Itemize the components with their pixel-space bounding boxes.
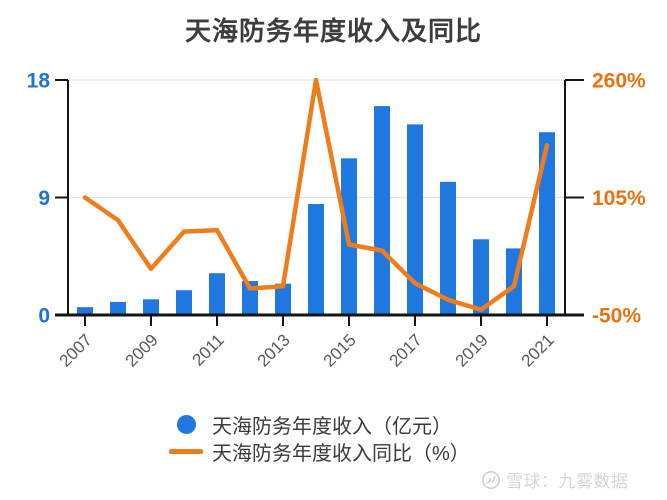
legend-item-yoy: 天海防务年度收入同比（%） xyxy=(166,438,470,465)
right-axis-tick-label: 105% xyxy=(592,187,646,210)
xueqiu-logo-icon xyxy=(482,470,500,489)
bar-2018 xyxy=(440,181,456,315)
chart-title: 天海防务年度收入及同比 xyxy=(184,16,482,46)
right-axis-tick-label: 260% xyxy=(592,70,646,93)
yoy-line xyxy=(82,77,550,312)
yoy-line-marker-icon xyxy=(169,449,203,454)
x-axis-tick-label: 2015 xyxy=(320,330,360,370)
x-axis-tick-label: 2021 xyxy=(518,330,558,370)
bar-2010 xyxy=(176,290,192,315)
left-axis-tick-label: 18 xyxy=(27,70,51,93)
x-axis-tick-label: 2009 xyxy=(122,330,162,370)
legend-marker-box xyxy=(166,449,206,454)
legend-marker-box xyxy=(166,415,206,434)
bar-2016 xyxy=(374,106,390,315)
bar-2019 xyxy=(473,239,489,315)
x-axis-tick-label: 2017 xyxy=(386,330,426,370)
x-axis-tick-label: 2013 xyxy=(254,330,294,370)
watermark: 雪球：九雾数据 xyxy=(481,467,629,492)
bar-2009 xyxy=(143,299,159,315)
left-axis-tick-label: 9 xyxy=(38,187,50,210)
revenue-dot-marker-icon xyxy=(176,415,196,434)
watermark-text: 雪球：九雾数据 xyxy=(506,472,629,491)
right-axis-tick-label: -50% xyxy=(592,305,641,328)
x-axis-tick-label: 2019 xyxy=(452,330,492,370)
bar-2008 xyxy=(110,301,126,315)
legend-label-revenue: 天海防务年度收入（亿元） xyxy=(212,416,452,438)
x-axis-tick-label: 2011 xyxy=(189,330,228,369)
bar-2014 xyxy=(308,204,324,315)
left-axis-tick-label: 0 xyxy=(38,305,50,328)
bar-2007 xyxy=(77,307,93,315)
legend-label-yoy: 天海防务年度收入同比（%） xyxy=(212,443,470,465)
revenue-yoy-combo-chart: 0 9 18 -50% 105% 260% 2007 2009 2011 2013 2015 2017… xyxy=(27,70,646,371)
bar-2017 xyxy=(407,124,423,315)
legend-item-revenue: 天海防务年度收入（亿元） xyxy=(166,411,470,438)
x-axis-tick-label: 2007 xyxy=(56,330,96,370)
bar-2021 xyxy=(539,132,555,315)
bar-2013 xyxy=(275,283,291,315)
legend: 天海防务年度收入（亿元） 天海防务年度收入同比（%） xyxy=(166,411,470,465)
bar-2011 xyxy=(209,273,225,315)
